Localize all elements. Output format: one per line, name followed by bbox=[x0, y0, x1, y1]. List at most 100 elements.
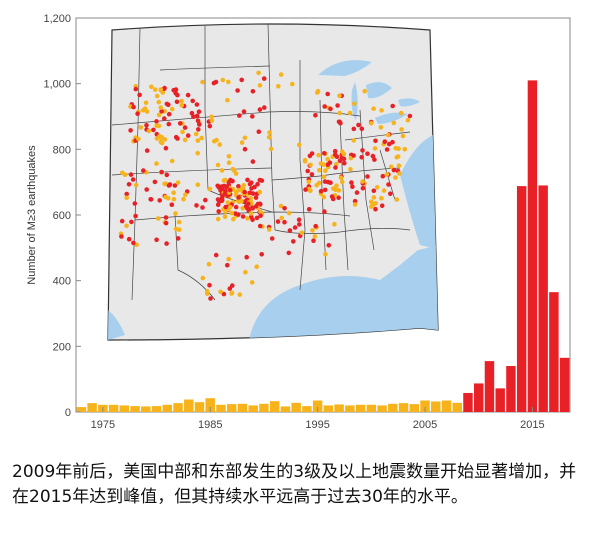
earthquake-dot bbox=[307, 153, 313, 159]
earthquake-dot bbox=[228, 177, 233, 183]
earthquake-dot bbox=[165, 195, 171, 201]
earthquake-dot bbox=[194, 203, 199, 208]
earthquake-dot bbox=[156, 216, 161, 221]
earthquake-dot bbox=[242, 189, 247, 195]
bar-2010 bbox=[473, 383, 484, 412]
earthquake-dot bbox=[306, 179, 312, 185]
earthquake-dot bbox=[141, 168, 146, 173]
bar-2011 bbox=[484, 361, 495, 412]
earthquake-dot bbox=[337, 110, 343, 116]
earthquake-dot bbox=[176, 219, 182, 225]
earthquake-dot bbox=[223, 209, 228, 215]
earthquake-dot bbox=[164, 101, 170, 107]
earthquake-dot bbox=[248, 211, 254, 216]
earthquake-dot bbox=[309, 172, 315, 177]
earthquake-dot bbox=[386, 182, 391, 187]
earthquake-dot bbox=[261, 76, 267, 81]
bar-1991 bbox=[269, 401, 280, 412]
earthquake-dot bbox=[257, 177, 263, 183]
earthquake-dot bbox=[257, 201, 263, 207]
earthquake-dot bbox=[226, 256, 231, 262]
bar-1993 bbox=[291, 402, 301, 412]
y-tick-label: 200 bbox=[53, 341, 71, 353]
earthquake-dot bbox=[180, 129, 185, 135]
earthquake-dot bbox=[335, 103, 340, 108]
bar-2003 bbox=[398, 403, 409, 412]
earthquake-dot bbox=[347, 110, 353, 116]
earthquake-dot bbox=[152, 179, 158, 185]
earthquake-dot bbox=[239, 140, 245, 145]
earthquake-dot bbox=[237, 113, 242, 118]
earthquake-dot bbox=[129, 219, 134, 225]
earthquake-dot bbox=[213, 252, 219, 258]
earthquake-dot bbox=[162, 116, 167, 121]
earthquake-dot bbox=[256, 70, 261, 76]
earthquake-dot bbox=[119, 218, 125, 224]
bar-1983 bbox=[184, 399, 194, 412]
earthquake-dot bbox=[236, 199, 242, 205]
earthquake-dot bbox=[156, 112, 162, 118]
earthquake-dot bbox=[171, 87, 176, 93]
earthquake-dot bbox=[195, 118, 201, 124]
earthquake-dot bbox=[158, 105, 164, 110]
earthquake-dot bbox=[215, 183, 220, 189]
bar-2004 bbox=[409, 404, 420, 412]
earthquake-dot bbox=[306, 207, 312, 212]
bar-2012 bbox=[495, 388, 505, 412]
earthquake-dot bbox=[136, 136, 141, 142]
earthquake-dot bbox=[229, 291, 234, 296]
bar-1981 bbox=[162, 404, 173, 412]
bar-1999 bbox=[355, 404, 366, 412]
earthquake-dot bbox=[407, 113, 413, 119]
bar-1986 bbox=[216, 404, 226, 412]
earthquake-dot bbox=[237, 292, 243, 297]
earthquake-dot bbox=[154, 119, 159, 124]
earthquake-dot bbox=[266, 227, 272, 232]
earthquake-dot bbox=[158, 87, 164, 92]
earthquake-dot bbox=[166, 121, 172, 127]
bar-2015 bbox=[527, 80, 538, 412]
earthquake-dot bbox=[245, 177, 250, 183]
earthquake-dot bbox=[290, 81, 295, 87]
earthquake-dot bbox=[144, 148, 150, 153]
y-tick-label: 600 bbox=[53, 210, 71, 222]
earthquake-dot bbox=[400, 133, 406, 139]
earthquake-dot bbox=[256, 129, 262, 134]
earthquake-dot bbox=[291, 239, 296, 244]
earthquake-dot bbox=[243, 203, 249, 209]
earthquake-dot bbox=[316, 152, 321, 158]
earthquake-dot bbox=[162, 181, 167, 187]
earthquake-dot bbox=[226, 160, 232, 165]
earthquake-dot bbox=[200, 275, 206, 281]
earthquake-dot bbox=[169, 202, 175, 207]
earthquake-dot bbox=[245, 216, 250, 221]
y-tick-label: 400 bbox=[53, 276, 71, 288]
earthquake-dot bbox=[230, 166, 236, 172]
bar-1995 bbox=[312, 400, 323, 412]
earthquake-dot bbox=[221, 178, 227, 183]
bar-1990 bbox=[259, 403, 269, 412]
earthquake-dot bbox=[231, 216, 236, 222]
earthquake-dot bbox=[126, 236, 132, 242]
earthquake-dot bbox=[195, 138, 201, 143]
bar-1987 bbox=[226, 404, 237, 412]
earthquake-dot bbox=[393, 175, 398, 180]
earthquake-dot bbox=[122, 172, 128, 177]
earthquake-dot bbox=[394, 155, 400, 160]
bar-1994 bbox=[302, 406, 312, 412]
earthquake-dot bbox=[312, 234, 318, 239]
earthquake-dot bbox=[372, 157, 377, 162]
earthquake-dot bbox=[159, 109, 164, 114]
earthquake-dot bbox=[207, 282, 212, 288]
earthquake-dot bbox=[391, 167, 397, 173]
x-tick-label: 1985 bbox=[198, 419, 222, 431]
earthquake-dot bbox=[163, 145, 169, 151]
earthquake-dot bbox=[292, 225, 298, 230]
earthquake-dot bbox=[154, 237, 159, 243]
earthquake-dot bbox=[350, 184, 355, 189]
earthquake-dot bbox=[318, 188, 324, 194]
earthquake-dot bbox=[208, 296, 213, 301]
earthquake-dot bbox=[209, 114, 214, 120]
earthquake-dot bbox=[371, 106, 376, 111]
earthquake-dot bbox=[405, 117, 411, 123]
